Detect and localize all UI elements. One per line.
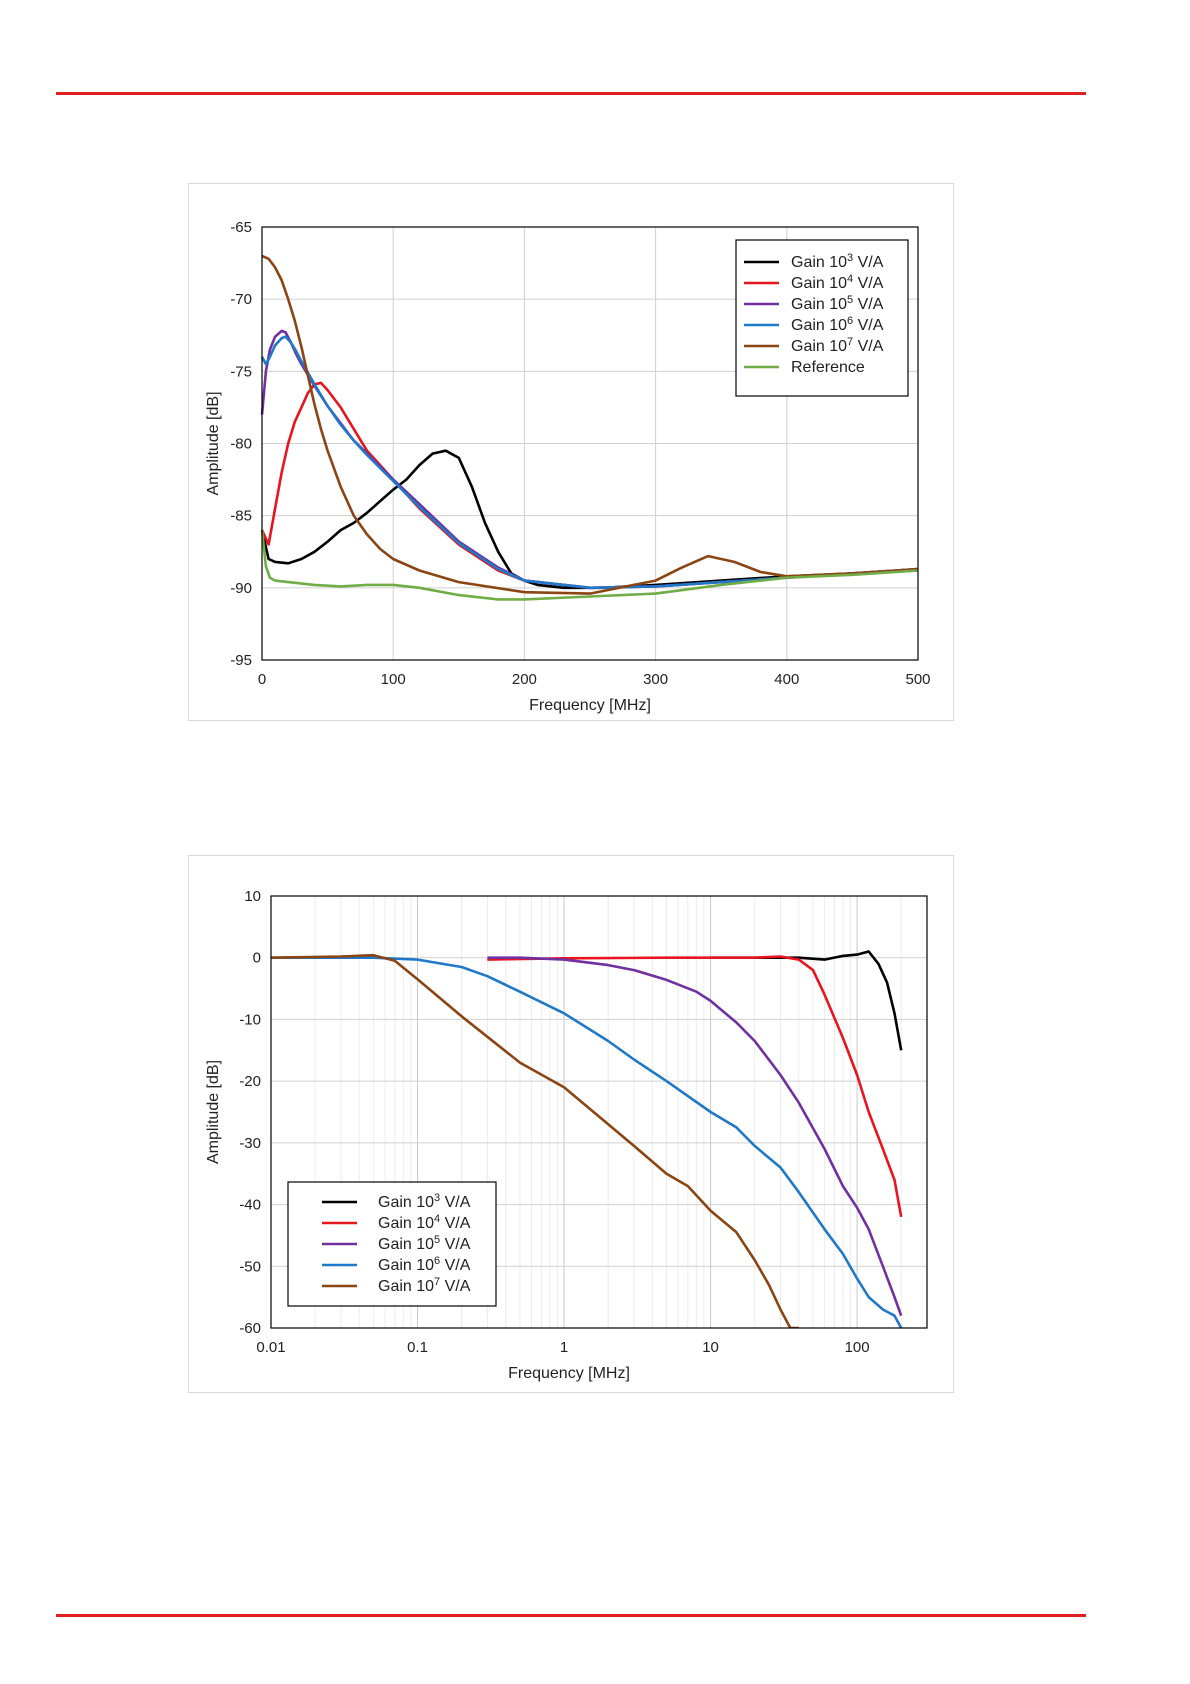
plot-border (261, 226, 919, 661)
legend-label-1: Gain 104 V/A (791, 273, 884, 292)
legend-label-4: Gain 107 V/A (378, 1276, 471, 1295)
series-line-5 (260, 529, 919, 601)
x-tick-label: 1 (560, 1339, 568, 1356)
legend: Gain 103 V/A Gain 104 V/A Gain 105 V/A Gain… (735, 239, 909, 397)
x-tick-label: 400 (774, 671, 799, 688)
x-tick-label: 10 (702, 1339, 719, 1356)
series-line-2 (487, 956, 903, 1317)
x-tick-label: 100 (381, 671, 406, 688)
y-tick-label: 0 (253, 950, 261, 967)
y-tick-label: -10 (239, 1011, 261, 1028)
legend-label-2: Gain 105 V/A (791, 294, 884, 313)
chart-linear-svg: 0 100 200 300 400 500 -65 -70 -75 -80 -85 -90 -95 Fre… (205, 219, 931, 714)
series-line-4 (261, 254, 919, 595)
series-line-1 (487, 955, 903, 1218)
legend-label-0: Gain 103 V/A (791, 252, 884, 271)
chart-frame-log: 0.01 0.1 1 10 100 10 0 -10 -20 -30 -40 -50 -60 Freque… (188, 855, 954, 1393)
chart-frame-linear: 0 100 200 300 400 500 -65 -70 -75 -80 -85 -90 -95 Fre… (188, 183, 954, 721)
y-tick-label: -75 (230, 363, 252, 380)
legend-label-0: Gain 103 V/A (378, 1192, 471, 1211)
y-tick-label: -65 (230, 219, 252, 236)
x-tick-label: 100 (845, 1339, 870, 1356)
footer-rule (56, 1614, 1086, 1617)
legend-label-2: Gain 105 V/A (378, 1234, 471, 1253)
x-tick-label: 0.01 (256, 1339, 285, 1356)
series-line-4 (271, 953, 799, 1328)
header-rule (56, 92, 1086, 95)
y-tick-label: -30 (239, 1135, 261, 1152)
x-axis-label: Frequency [MHz] (508, 1365, 630, 1382)
y-tick-label: -80 (230, 436, 252, 453)
legend-label-5: Reference (791, 359, 865, 376)
series-line-3 (260, 335, 919, 590)
x-tick-label: 0 (258, 671, 266, 688)
x-tick-label: 300 (643, 671, 668, 688)
x-tick-label: 0.1 (407, 1339, 428, 1356)
x-tick-label: 200 (512, 671, 537, 688)
y-axis-label: Amplitude [dB] (205, 391, 222, 495)
plot-border (270, 895, 928, 1329)
y-tick-label: -50 (239, 1258, 261, 1275)
chart-log-svg: 0.01 0.1 1 10 100100-10-20-30-40-50-60Freque… (205, 888, 928, 1382)
y-tick-label: -60 (239, 1320, 261, 1337)
y-tick-label: -95 (230, 652, 252, 669)
y-tick-label: -85 (230, 508, 252, 525)
y-tick-label: -40 (239, 1197, 261, 1214)
y-tick-label: -90 (230, 580, 252, 597)
legend-label-4: Gain 107 V/A (791, 336, 884, 355)
y-tick-label: -20 (239, 1073, 261, 1090)
legend-label-3: Gain 106 V/A (378, 1255, 471, 1274)
x-tick-label: 500 (905, 671, 930, 688)
y-axis-label: Amplitude [dB] (205, 1060, 222, 1164)
legend-label-3: Gain 106 V/A (791, 315, 884, 334)
legend-label-1: Gain 104 V/A (378, 1213, 471, 1232)
y-tick-label: -70 (230, 291, 252, 308)
legend-box (735, 239, 909, 397)
x-axis-label: Frequency [MHz] (529, 697, 651, 714)
y-tick-label: 10 (244, 888, 261, 905)
series-line-3 (271, 956, 903, 1328)
legend: Gain 103 V/A Gain 104 V/A Gain 105 V/A Gain… (287, 1181, 497, 1307)
